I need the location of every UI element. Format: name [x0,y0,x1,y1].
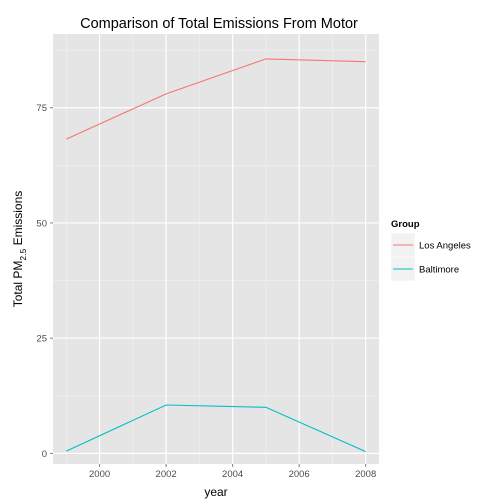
legend: Group Los Angeles Baltimore [390,219,471,282]
y-tick-label: 50 [36,218,47,229]
x-axis-title: year [204,485,227,499]
y-tick-label: 0 [42,449,47,460]
chart-title: Comparison of Total Emissions From Motor [80,16,358,32]
minor-gridlines [53,34,379,464]
x-tick-label: 2002 [156,469,177,480]
y-axis-title: Total PM2.5 Emissions [11,191,28,308]
y-axis-title-tail: Emissions [11,191,25,249]
x-tick-label: 2000 [89,469,110,480]
legend-label: Baltimore [419,265,459,276]
y-tick-label: 75 [36,103,47,114]
series-lines [66,58,366,453]
x-tick-label: 2004 [222,469,243,480]
x-tick-label: 2006 [289,469,310,480]
plot-panel [53,34,379,464]
x-tick-label: 2008 [355,469,376,480]
legend-title: Group [391,219,420,230]
series-line-baltimore [66,404,366,453]
y-axis-ticks: 0 25 50 75 [36,103,53,460]
legend-label: Los Angeles [419,241,471,252]
y-axis-title-main: Total PM [11,261,25,308]
x-axis-ticks: 2000 2002 2004 2006 2008 [89,464,376,480]
y-axis-title-subscript: 2.5 [18,248,28,260]
y-tick-label: 25 [36,334,47,345]
major-gridlines [53,34,379,464]
series-line-los-angeles [66,58,366,140]
